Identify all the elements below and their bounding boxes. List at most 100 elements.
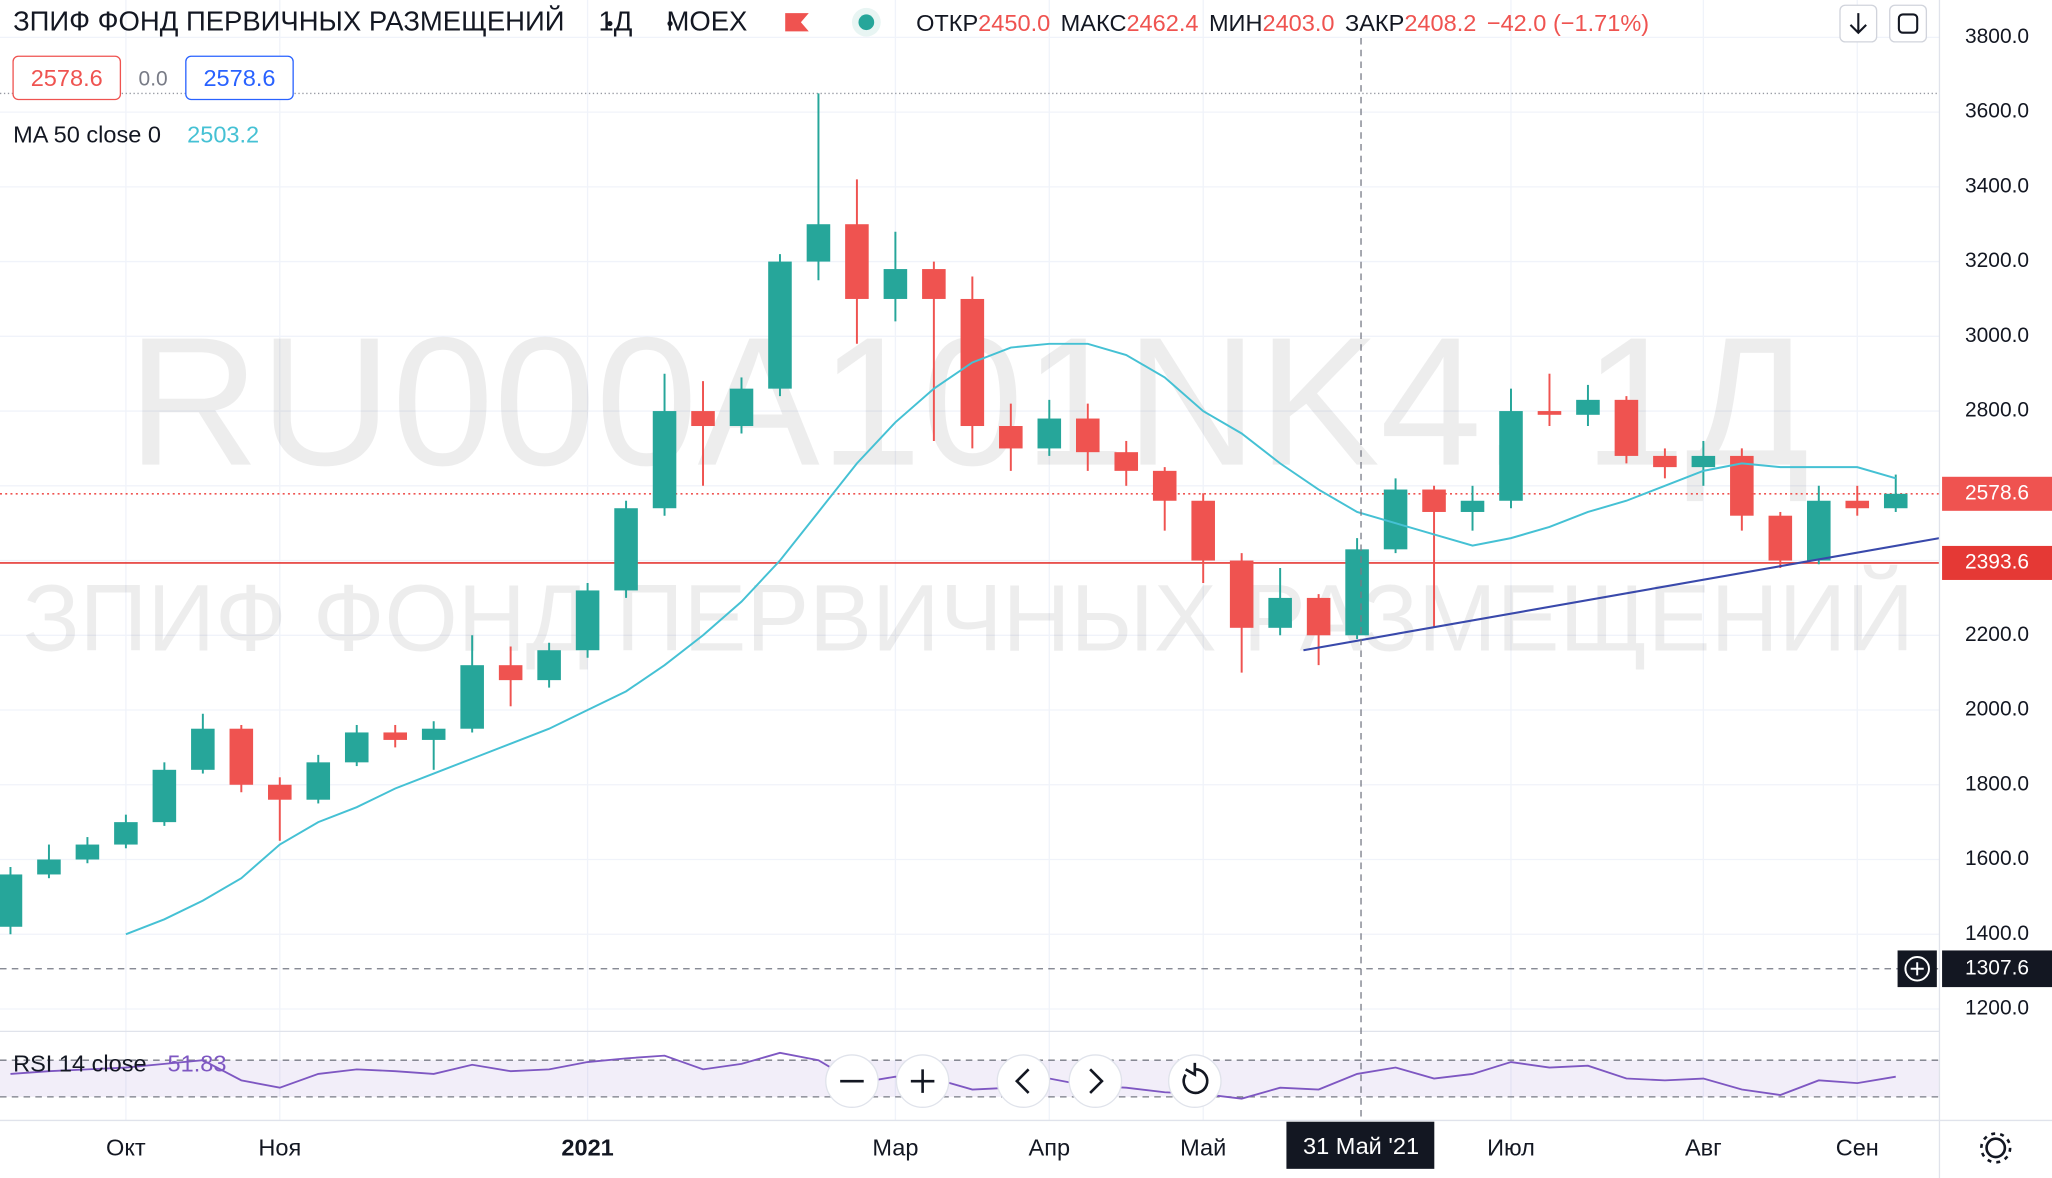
sell-box[interactable]	[12, 55, 122, 101]
rsi-legend-value: 51.83	[168, 1051, 227, 1077]
x-tick-label: Апр	[1029, 1134, 1071, 1160]
price-label-box	[1942, 476, 2052, 511]
scroll-left-button[interactable]	[996, 1054, 1051, 1108]
ohlc-value: 2408.2	[1404, 10, 1476, 36]
fullscreen-button[interactable]	[1889, 4, 1928, 43]
y-tick-label: 1200.0	[1965, 997, 2029, 1020]
y-tick-label: 1600.0	[1965, 847, 2029, 870]
spread: 0.0	[139, 67, 168, 90]
candle-body	[114, 822, 138, 845]
candle-body	[1229, 560, 1254, 628]
candle-body	[421, 728, 446, 740]
crosshair-date-box	[1286, 1121, 1435, 1169]
x-tick-label: Июл	[1487, 1134, 1535, 1160]
candle-body	[537, 650, 561, 681]
ohlc-label: МИН	[1209, 10, 1263, 36]
ohlc-legend: ОТКР2450.0 МАКС2462.4 МИН2403.0 ЗАКР2408.2−…	[916, 10, 1649, 36]
ma-legend-value: 2503.2	[187, 121, 259, 147]
candle-body	[1037, 418, 1062, 449]
candle-body	[1576, 399, 1600, 415]
scroll-right-button[interactable]	[1068, 1054, 1123, 1108]
candle-body	[1653, 455, 1677, 468]
price-label: 2578.6	[1965, 481, 2029, 504]
candle-body	[729, 388, 754, 427]
candle-body	[1614, 399, 1639, 456]
download-icon	[1849, 13, 1867, 35]
flag-icon[interactable]	[785, 13, 809, 32]
candle-body	[1383, 489, 1408, 550]
candle-body	[1691, 455, 1716, 468]
candle-body	[1460, 500, 1485, 512]
ohlc-value: 2462.4	[1126, 10, 1198, 36]
reset-icon	[1182, 1062, 1209, 1095]
y-tick-label: 3600.0	[1965, 100, 2029, 123]
rsi-line	[10, 1051, 1896, 1100]
crosshair-price: 1307.6	[1965, 956, 2029, 979]
candle-body	[1845, 500, 1870, 509]
x-tick-label: Авг	[1685, 1134, 1722, 1160]
candle-body	[1075, 418, 1100, 453]
axis-layer: 1200.01400.01600.01800.02000.02200.02400…	[106, 25, 2052, 1160]
candle-body	[1883, 493, 1908, 509]
symbol-title: ЗПИФ ФОНД ПЕРВИЧНЫХ РАЗМЕЩЕНИЙ	[13, 6, 564, 37]
y-tick-label: 3000.0	[1965, 324, 2029, 347]
x-tick-label: Мар	[872, 1134, 918, 1160]
x-tick-label: Сен	[1836, 1134, 1879, 1160]
candle-body	[383, 732, 407, 740]
ohlc-label: МАКС	[1061, 10, 1127, 36]
candle-body	[845, 224, 869, 299]
plot-layer	[0, 92, 1940, 1100]
candle-body	[344, 732, 369, 763]
candle-body	[460, 665, 484, 729]
candle-body	[37, 859, 61, 875]
separator-dot	[607, 20, 613, 27]
candle-body	[614, 508, 638, 591]
candle-body	[575, 590, 600, 651]
ohlc-value: 2450.0	[978, 10, 1050, 36]
candle-body	[1499, 411, 1523, 501]
candle-body	[691, 411, 715, 427]
crosshair-price-box	[1942, 950, 2052, 988]
candle-body	[652, 411, 677, 509]
y-tick-label: 2200.0	[1965, 623, 2029, 646]
interval: 1Д	[599, 6, 633, 37]
separator-dot	[667, 20, 673, 27]
candle-body	[1807, 500, 1831, 561]
y-tick-label: 1800.0	[1965, 772, 2029, 795]
candle-body	[1268, 597, 1292, 628]
candle-body	[306, 762, 331, 800]
candle-body	[1152, 470, 1177, 501]
y-tick-label: 2000.0	[1965, 698, 2029, 721]
ma-legend: MA 50 close 0	[13, 121, 161, 147]
nav-buttons	[825, 1054, 1222, 1108]
rsi-band	[0, 1060, 1940, 1097]
change: −42.0 (−1.71%)	[1487, 10, 1649, 36]
sell-price: 2578.6	[31, 65, 103, 91]
plus-icon	[910, 1069, 935, 1093]
fullscreen-icon	[1897, 13, 1919, 34]
ohlc-label: ОТКР	[916, 10, 978, 36]
price-label: 2393.6	[1965, 550, 2029, 573]
add-icon	[1910, 962, 1924, 976]
candle-body	[0, 874, 23, 927]
ma-line	[125, 342, 1897, 936]
exchange: MOEX	[666, 6, 747, 37]
candle-body	[1306, 597, 1331, 636]
candle-body	[1114, 452, 1139, 471]
candle-body	[768, 261, 792, 389]
ohlc-label: ЗАКР	[1345, 10, 1404, 36]
watermark-name: ЗПИФ ФОНД ПЕРВИЧНЫХ РАЗМЕЩЕНИЙ	[23, 565, 1914, 671]
price-label-box	[1942, 545, 2052, 580]
candle-body	[229, 728, 254, 785]
candle-body	[1537, 411, 1562, 415]
buy-box[interactable]	[185, 55, 294, 101]
trendline	[1303, 537, 1940, 652]
crosshair-date: 31 Май '21	[1303, 1133, 1419, 1159]
candle-body	[1191, 500, 1215, 561]
candle-body	[268, 784, 292, 800]
reset-button[interactable]	[1167, 1054, 1222, 1108]
left-icon	[1014, 1068, 1030, 1094]
